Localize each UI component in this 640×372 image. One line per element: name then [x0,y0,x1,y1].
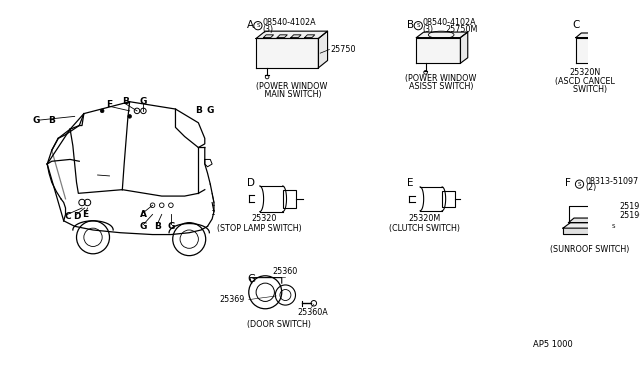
Text: 25360: 25360 [273,267,298,276]
Polygon shape [417,38,460,63]
Circle shape [128,115,131,118]
Text: G: G [167,222,175,231]
Text: B: B [154,222,161,231]
Polygon shape [576,38,604,63]
Text: (3): (3) [423,25,434,34]
Text: D: D [247,178,255,188]
Text: 08313-51097: 08313-51097 [585,177,638,186]
Text: (SUNROOF SWITCH): (SUNROOF SWITCH) [550,245,629,254]
Text: 25320N: 25320N [570,68,600,77]
Text: 25320M: 25320M [408,214,441,224]
Text: G: G [140,222,147,231]
Text: S: S [578,182,581,187]
Polygon shape [576,33,609,38]
Text: 25369: 25369 [220,295,245,304]
Polygon shape [264,35,273,38]
Text: (CLUTCH SWITCH): (CLUTCH SWITCH) [389,224,460,234]
Text: (3): (3) [262,25,274,34]
Text: (STOP LAMP SWITCH): (STOP LAMP SWITCH) [218,224,302,234]
Polygon shape [460,32,468,63]
Polygon shape [563,228,609,234]
Text: F: F [106,100,113,109]
Text: B: B [122,97,129,106]
Text: A: A [247,20,254,30]
Text: MAIN SWITCH): MAIN SWITCH) [262,90,322,99]
Polygon shape [604,33,609,63]
Text: AP5 1000: AP5 1000 [532,340,573,349]
Circle shape [100,109,104,113]
Text: (ASCD CANCEL: (ASCD CANCEL [555,77,615,86]
Text: C: C [572,20,580,30]
Bar [442,190,455,207]
Text: 25320: 25320 [252,214,277,224]
Text: (2): (2) [585,183,596,192]
Text: B: B [195,106,202,115]
Text: F: F [565,178,571,188]
Text: D: D [73,212,80,221]
Text: (POWER WINDOW: (POWER WINDOW [406,74,477,83]
Text: 25197: 25197 [620,202,640,211]
Text: G: G [33,116,40,125]
Text: B: B [49,116,55,125]
Text: G: G [247,274,255,284]
Text: S: S [417,23,420,28]
Text: E: E [83,210,89,219]
Text: C: C [64,212,70,221]
Polygon shape [277,35,287,38]
Text: 08540-4102A: 08540-4102A [423,19,476,28]
Text: 25750M: 25750M [445,25,478,34]
Text: 25190: 25190 [620,211,640,220]
Polygon shape [417,32,468,38]
Text: G: G [207,106,214,115]
Text: A: A [140,210,147,219]
Polygon shape [256,38,318,68]
Polygon shape [563,223,616,228]
Text: S: S [256,23,260,28]
Polygon shape [568,218,604,223]
Text: ASISST SWITCH): ASISST SWITCH) [409,83,474,92]
Polygon shape [291,35,301,38]
Bar [283,190,296,208]
Text: G: G [140,97,147,106]
Polygon shape [256,31,328,38]
Text: E: E [407,178,414,188]
Text: S: S [612,224,615,229]
Text: SWITCH): SWITCH) [563,85,607,94]
Text: (DOOR SWITCH): (DOOR SWITCH) [247,320,311,329]
Text: 25360A: 25360A [298,308,328,317]
Text: (POWER WINDOW: (POWER WINDOW [256,81,328,90]
Text: 08540-4102A: 08540-4102A [262,19,316,28]
Polygon shape [318,31,328,68]
Text: B: B [407,20,414,30]
Text: 25750: 25750 [330,45,356,54]
Polygon shape [305,35,315,38]
